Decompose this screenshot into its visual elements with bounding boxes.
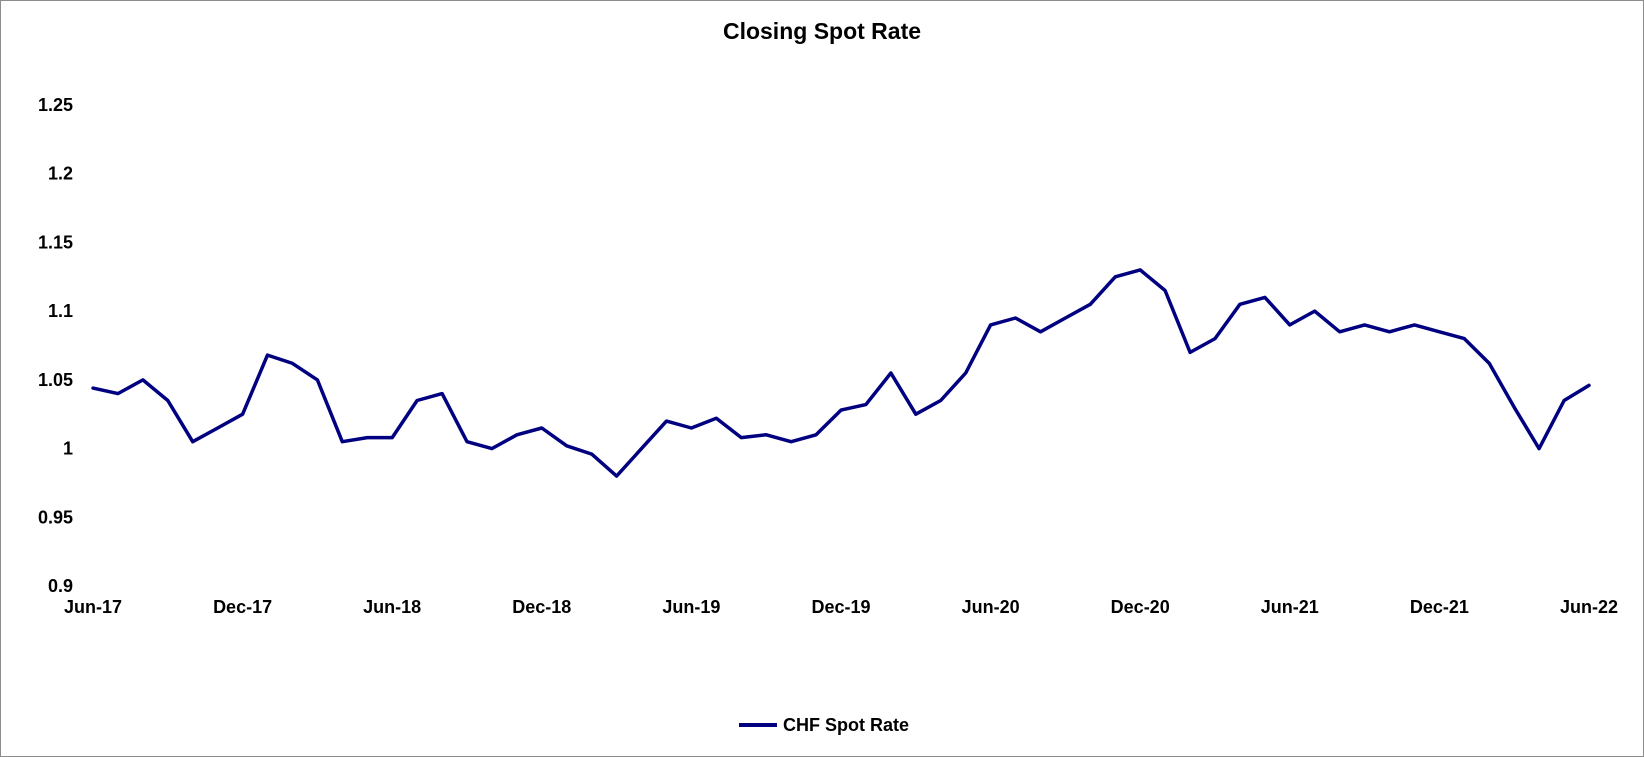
y-tick-label: 1 <box>63 439 73 459</box>
x-tick-label: Dec-18 <box>512 597 571 617</box>
x-tick-label: Jun-22 <box>1560 597 1618 617</box>
y-tick-label: 1.2 <box>48 164 73 184</box>
legend: CHF Spot Rate <box>739 715 909 735</box>
y-tick-label: 1.1 <box>48 301 73 321</box>
legend-label: CHF Spot Rate <box>783 715 909 735</box>
x-tick-label: Jun-19 <box>662 597 720 617</box>
y-tick-label: 1.15 <box>38 232 73 252</box>
x-tick-label: Dec-19 <box>811 597 870 617</box>
y-tick-label: 0.95 <box>38 507 73 527</box>
x-tick-label: Jun-17 <box>64 597 122 617</box>
x-tick-label: Dec-20 <box>1111 597 1170 617</box>
x-tick-label: Jun-18 <box>363 597 421 617</box>
y-tick-label: 1.05 <box>38 370 73 390</box>
y-tick-label: 1.25 <box>38 95 73 115</box>
x-tick-label: Dec-21 <box>1410 597 1469 617</box>
y-tick-label: 0.9 <box>48 576 73 596</box>
x-tick-label: Jun-20 <box>962 597 1020 617</box>
chart-title: Closing Spot Rate <box>723 18 921 44</box>
series-layer <box>91 268 1591 478</box>
series-line <box>91 268 1591 478</box>
x-tick-label: Jun-21 <box>1261 597 1319 617</box>
x-tick-label: Dec-17 <box>213 597 272 617</box>
y-axis-tick-labels: 0.9 0.95 1 1.05 1.1 1.15 1.2 1.25 <box>38 95 73 596</box>
x-axis-tick-labels: Jun-17 Dec-17 Jun-18 Dec-18 Jun-19 Dec-19 Jun-… <box>64 597 1618 617</box>
